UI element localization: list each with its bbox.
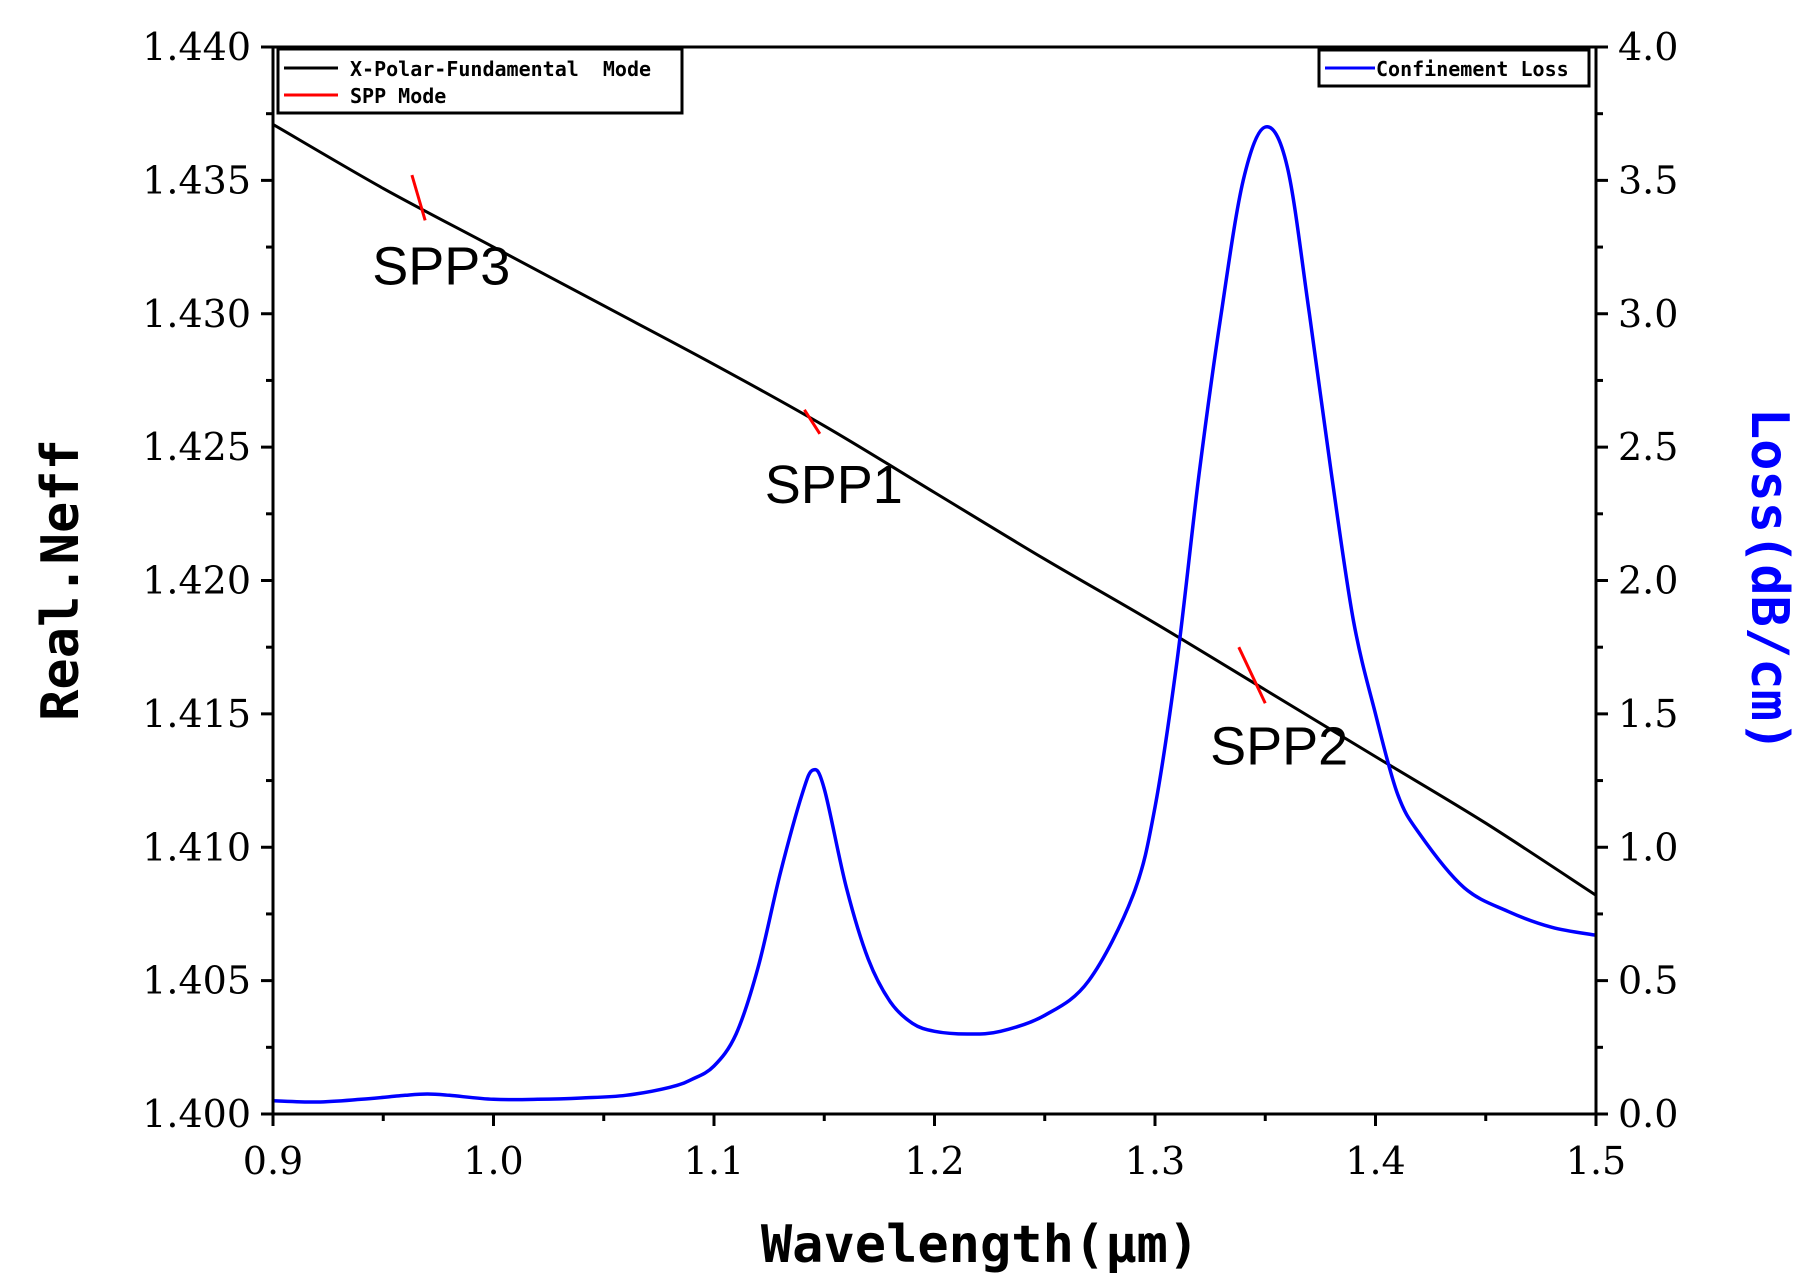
legend-right: Confinement Loss [1317, 48, 1591, 88]
spp-mode-segments [410, 174, 1267, 704]
annotation-spp1: SPP1 [765, 455, 903, 515]
y-right-axis-title: Loss(dB/cm) [1739, 408, 1799, 752]
x-tick-label: 1.5 [1566, 1139, 1626, 1183]
right-axis-ticks: 0.0 0.5 1.0 1.5 2.0 2.5 3.0 3.5 4.0 [1596, 25, 1678, 1136]
annotation-spp2: SPP2 [1210, 717, 1348, 777]
plot-frame [271, 45, 1598, 1116]
annotations: SPP3 SPP1 SPP2 [372, 236, 1348, 776]
y-left-tick-label: 1.425 [142, 425, 251, 469]
x-tick-label: 1.3 [1125, 1139, 1185, 1183]
y-right-tick-label: 0.5 [1618, 959, 1678, 1003]
x-tick-label: 1.0 [463, 1139, 523, 1183]
y-right-tick-label: 4.0 [1618, 25, 1678, 69]
legend-left-box [276, 47, 684, 115]
x-axis-title: Wavelength(μm) [761, 1215, 1199, 1275]
y-left-tick-label: 1.430 [142, 292, 251, 336]
y-right-tick-label: 1.5 [1618, 692, 1678, 736]
y-right-tick-label: 2.0 [1618, 559, 1678, 603]
series-line-confinement-loss [272, 125, 1597, 1104]
series-line-x-polar-fundamental [272, 123, 1597, 897]
y-right-tick-label: 3.5 [1618, 158, 1678, 202]
y-left-tick-label: 1.410 [142, 825, 251, 869]
x-tick-label: 0.9 [243, 1139, 303, 1183]
y-left-axis-title: Real.Neff [31, 439, 91, 721]
x-tick-label: 1.1 [684, 1139, 744, 1183]
x-tick-label: 1.4 [1345, 1139, 1405, 1183]
y-right-tick-label: 1.0 [1618, 825, 1678, 869]
y-right-tick-label: 3.0 [1618, 292, 1678, 336]
x-axis-ticks: 0.9 1.0 1.1 1.2 1.3 1.4 1.5 [243, 1114, 1626, 1183]
y-left-tick-label: 1.405 [142, 959, 251, 1003]
y-right-tick-label: 2.5 [1618, 425, 1678, 469]
legend-left: X-Polar-Fundamental Mode SPP Mode [276, 47, 684, 115]
legend-label-spp-mode: SPP Mode [350, 84, 446, 108]
y-left-tick-label: 1.435 [142, 158, 251, 202]
spp-mode-segment [1237, 646, 1267, 704]
spp-mode-segment [803, 408, 822, 435]
legend-label-fundamental: X-Polar-Fundamental Mode [350, 57, 651, 81]
y-left-tick-label: 1.415 [142, 692, 251, 736]
x-tick-label: 1.2 [904, 1139, 964, 1183]
y-left-tick-label: 1.420 [142, 559, 251, 603]
spp-mode-segment [410, 174, 427, 221]
annotation-spp3: SPP3 [372, 236, 510, 296]
y-left-tick-label: 1.400 [142, 1092, 251, 1136]
legend-label-confinement-loss: Confinement Loss [1376, 57, 1569, 81]
y-left-tick-label: 1.440 [142, 25, 251, 69]
y-right-tick-label: 0.0 [1618, 1092, 1678, 1136]
left-axis-ticks: 1.400 1.405 1.410 1.415 1.420 1.425 1.430 1.435… [142, 25, 273, 1136]
legend-right-box [1317, 48, 1591, 88]
